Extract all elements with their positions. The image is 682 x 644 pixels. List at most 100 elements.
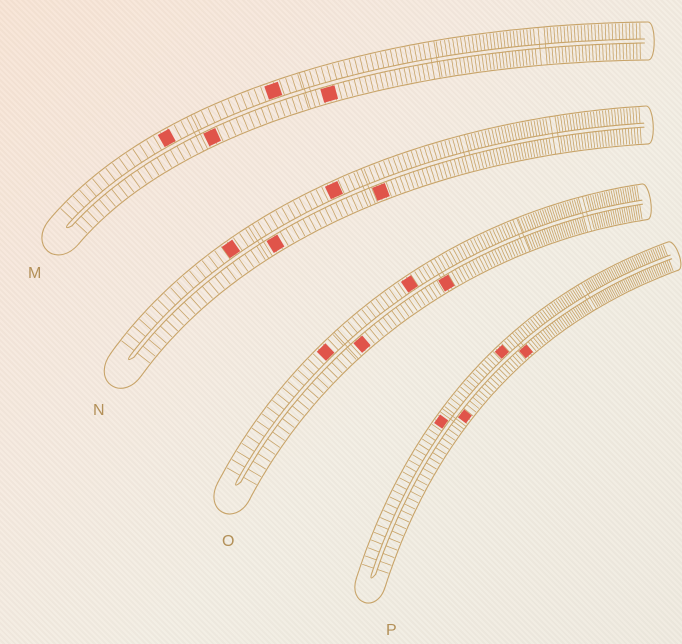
seat[interactable] bbox=[459, 244, 468, 259]
seat[interactable] bbox=[499, 147, 504, 164]
seat[interactable] bbox=[625, 128, 628, 145]
seat[interactable] bbox=[622, 23, 624, 40]
seat[interactable] bbox=[518, 123, 523, 139]
seat[interactable] bbox=[554, 47, 557, 64]
seat[interactable] bbox=[532, 212, 539, 228]
seat[interactable] bbox=[578, 113, 581, 130]
seat[interactable] bbox=[379, 560, 392, 566]
seat[interactable] bbox=[581, 45, 584, 62]
seat[interactable] bbox=[313, 213, 322, 228]
seat[interactable] bbox=[591, 296, 599, 308]
seat[interactable] bbox=[660, 262, 666, 275]
seat[interactable] bbox=[431, 423, 443, 432]
seat[interactable] bbox=[544, 327, 553, 338]
seat[interactable] bbox=[524, 236, 531, 251]
seat[interactable] bbox=[531, 49, 534, 66]
seat[interactable] bbox=[485, 54, 488, 71]
seat[interactable] bbox=[466, 56, 470, 73]
highlighted-seat[interactable] bbox=[458, 409, 472, 424]
seat[interactable] bbox=[584, 300, 592, 312]
seat[interactable] bbox=[574, 306, 583, 318]
seat[interactable] bbox=[616, 208, 621, 224]
seat[interactable] bbox=[420, 289, 430, 303]
seat[interactable] bbox=[399, 176, 406, 192]
seat[interactable] bbox=[404, 301, 414, 314]
seat[interactable] bbox=[312, 353, 325, 365]
seat[interactable] bbox=[388, 288, 399, 302]
seat[interactable] bbox=[298, 198, 307, 213]
seat[interactable] bbox=[572, 114, 576, 131]
seat[interactable] bbox=[356, 193, 364, 209]
seat[interactable] bbox=[560, 26, 563, 43]
seat[interactable] bbox=[364, 331, 375, 344]
seat[interactable] bbox=[250, 249, 260, 264]
seat[interactable] bbox=[605, 110, 608, 127]
seat[interactable] bbox=[536, 119, 541, 136]
seat[interactable] bbox=[421, 64, 426, 81]
seat[interactable] bbox=[457, 157, 463, 174]
seat[interactable] bbox=[624, 187, 629, 203]
seat[interactable] bbox=[516, 123, 520, 140]
seat[interactable] bbox=[369, 327, 380, 340]
seat[interactable] bbox=[642, 253, 648, 265]
seat[interactable] bbox=[380, 52, 385, 68]
seat[interactable] bbox=[60, 208, 73, 220]
seat[interactable] bbox=[438, 163, 444, 180]
seat[interactable] bbox=[399, 477, 411, 484]
seat[interactable] bbox=[301, 393, 314, 405]
seat[interactable] bbox=[111, 188, 122, 202]
seat[interactable] bbox=[390, 179, 397, 195]
seat[interactable] bbox=[234, 96, 242, 112]
seat[interactable] bbox=[595, 131, 598, 148]
seat[interactable] bbox=[359, 56, 364, 73]
seat[interactable] bbox=[105, 167, 116, 182]
seat[interactable] bbox=[634, 256, 640, 268]
seat[interactable] bbox=[398, 68, 403, 85]
seat[interactable] bbox=[485, 253, 493, 268]
seat[interactable] bbox=[507, 125, 512, 142]
seat[interactable] bbox=[650, 249, 656, 262]
seat[interactable] bbox=[121, 340, 135, 351]
seat[interactable] bbox=[608, 268, 615, 280]
seat[interactable] bbox=[412, 454, 424, 462]
seat[interactable] bbox=[444, 433, 456, 441]
seat[interactable] bbox=[267, 105, 274, 121]
seat[interactable] bbox=[484, 360, 494, 369]
seat[interactable] bbox=[414, 271, 424, 285]
seat[interactable] bbox=[544, 208, 550, 224]
seat[interactable] bbox=[314, 89, 321, 106]
seat[interactable] bbox=[386, 313, 397, 327]
seat[interactable] bbox=[559, 223, 565, 239]
seat[interactable] bbox=[596, 275, 604, 286]
seat[interactable] bbox=[495, 148, 501, 165]
seat[interactable] bbox=[633, 186, 638, 202]
seat[interactable] bbox=[327, 338, 339, 351]
seat[interactable] bbox=[309, 70, 315, 87]
seat[interactable] bbox=[405, 465, 417, 473]
seat[interactable] bbox=[396, 483, 408, 490]
seat[interactable] bbox=[503, 245, 510, 260]
seat[interactable] bbox=[498, 368, 508, 378]
seat[interactable] bbox=[479, 234, 488, 249]
seat[interactable] bbox=[412, 65, 417, 82]
seat[interactable] bbox=[176, 145, 185, 161]
seat[interactable] bbox=[636, 127, 639, 144]
seat[interactable] bbox=[546, 228, 552, 243]
seat[interactable] bbox=[580, 302, 588, 314]
seat[interactable] bbox=[629, 108, 632, 125]
seat[interactable] bbox=[148, 338, 162, 350]
seat[interactable] bbox=[248, 112, 255, 128]
seat[interactable] bbox=[636, 272, 643, 285]
seat[interactable] bbox=[517, 218, 524, 233]
seat[interactable] bbox=[348, 174, 356, 190]
seat[interactable] bbox=[406, 152, 413, 169]
seat[interactable] bbox=[623, 261, 630, 273]
seat[interactable] bbox=[626, 108, 629, 125]
seat[interactable] bbox=[505, 51, 508, 68]
seat[interactable] bbox=[614, 265, 621, 278]
seat[interactable] bbox=[350, 195, 359, 211]
seat[interactable] bbox=[553, 27, 556, 44]
seat[interactable] bbox=[410, 151, 417, 167]
seat[interactable] bbox=[605, 44, 607, 61]
seat[interactable] bbox=[257, 221, 267, 236]
